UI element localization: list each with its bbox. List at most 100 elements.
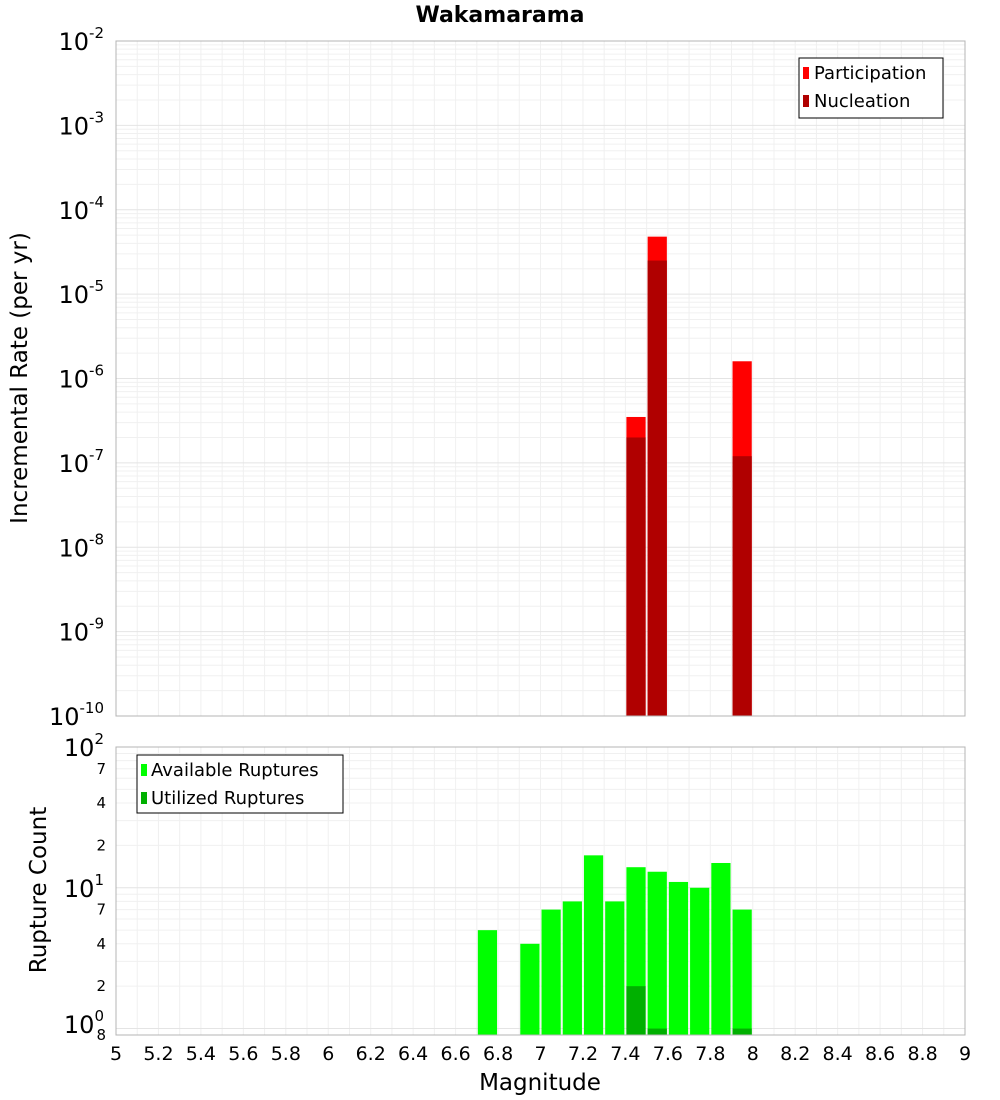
y-tick-exponent: -10 — [80, 699, 105, 717]
available-ruptures-bar — [562, 901, 582, 1035]
top-legend: Participation Nucleation — [798, 57, 944, 119]
available-ruptures-bar — [732, 909, 752, 1035]
nucleation-bar — [626, 437, 646, 716]
y-tick-exponent: -4 — [89, 193, 104, 211]
y-tick-exponent: 2 — [94, 730, 104, 748]
top-y-tick-label: 10-3 — [58, 108, 104, 140]
y-tick-base: 10 — [58, 450, 89, 478]
top-y-tick-label: 10-2 — [58, 24, 104, 56]
y-tick-exponent: -8 — [89, 530, 104, 548]
y-tick-exponent: 0 — [94, 1007, 104, 1025]
y-tick-base: 10 — [58, 112, 89, 140]
y-tick-base: 10 — [64, 734, 95, 762]
available-ruptures-bar — [477, 930, 498, 1035]
utilized-ruptures-bar — [732, 1028, 752, 1035]
x-tick-label: 5.8 — [271, 1043, 301, 1065]
x-tick-label: 6.8 — [483, 1043, 513, 1065]
x-ticks: 5 5.2 5.4 5.6 5.8 6 6.2 6.4 6.6 6.8 7 7.2 7.4 7.6 7.8 8… — [110, 1043, 971, 1065]
y-tick-base: 10 — [58, 534, 89, 562]
top-plot-border — [115, 40, 966, 717]
available-ruptures-bar — [605, 901, 625, 1035]
bottom-y-minor-tick-label: 7 — [96, 760, 106, 778]
bottom-plot-border — [115, 746, 966, 1036]
chart-title: Wakamarama — [415, 3, 584, 28]
y-tick-base: 10 — [58, 197, 89, 225]
bottom-y-tick-label: 101 — [64, 871, 104, 903]
nucleation-bar — [732, 456, 752, 716]
x-tick-label: 6.4 — [398, 1043, 428, 1065]
x-tick-label: 5.4 — [186, 1043, 216, 1065]
x-tick-label: 7.8 — [695, 1043, 725, 1065]
top-y-ticks: 10-210-310-410-510-610-710-810-910-10 — [49, 24, 104, 731]
y-tick-exponent: -5 — [89, 277, 104, 295]
x-tick-label: 5.2 — [143, 1043, 173, 1065]
available-ruptures-bar — [583, 855, 604, 1035]
top-y-tick-label: 10-10 — [49, 699, 104, 731]
legend-swatch — [803, 95, 809, 107]
y-tick-base: 10 — [58, 619, 89, 647]
bottom-y-tick-label: 100 — [64, 1007, 104, 1039]
available-ruptures-bar — [711, 862, 731, 1035]
x-tick-label: 7.6 — [653, 1043, 683, 1065]
x-tick-label: 8.4 — [823, 1043, 853, 1065]
bottom-bars — [477, 855, 752, 1035]
legend-swatch — [141, 764, 147, 776]
available-ruptures-bar — [541, 909, 561, 1035]
y-tick-base: 10 — [58, 366, 89, 394]
utilized-ruptures-bar — [647, 1028, 667, 1035]
top-bars — [626, 236, 752, 716]
bottom-y-axis-label: Rupture Count — [26, 807, 52, 973]
x-tick-label: 8 — [747, 1043, 759, 1065]
y-tick-exponent: -9 — [89, 615, 104, 633]
bottom-y-tick-label: 102 — [64, 730, 104, 762]
legend-label: Available Ruptures — [151, 760, 319, 781]
x-tick-label: 7.4 — [610, 1043, 640, 1065]
top-legend-box — [798, 57, 944, 119]
top-y-axis-label: Incremental Rate (per yr) — [7, 232, 33, 524]
y-tick-base: 10 — [64, 875, 95, 903]
available-ruptures-bar — [668, 881, 689, 1035]
bottom-y-minor-tick-label: 8 — [96, 1026, 106, 1044]
bottom-legend: Available Ruptures Utilized Ruptures — [136, 754, 344, 814]
x-tick-label: 6.6 — [440, 1043, 470, 1065]
y-tick-exponent: -7 — [89, 446, 104, 464]
top-y-tick-label: 10-4 — [58, 193, 104, 225]
bottom-y-minor-tick-label: 7 — [96, 901, 106, 919]
legend-label: Participation — [814, 63, 926, 84]
y-tick-base: 10 — [49, 703, 80, 731]
x-tick-label: 5.6 — [228, 1043, 258, 1065]
top-y-tick-label: 10-5 — [58, 277, 104, 309]
x-tick-label: 6.2 — [356, 1043, 386, 1065]
available-ruptures-bar — [520, 943, 540, 1035]
x-tick-label: 8.8 — [907, 1043, 937, 1065]
legend-swatch — [141, 792, 147, 804]
top-y-tick-label: 10-9 — [58, 615, 104, 647]
y-tick-exponent: 1 — [94, 871, 104, 889]
available-ruptures-bar — [690, 887, 710, 1035]
available-ruptures-bar — [647, 871, 667, 1035]
legend-swatch — [803, 67, 809, 79]
legend-label: Nucleation — [814, 91, 910, 112]
y-tick-base: 10 — [58, 281, 89, 309]
x-axis-label: Magnitude — [479, 1070, 601, 1096]
x-tick-label: 5 — [110, 1043, 122, 1065]
y-tick-exponent: -2 — [89, 24, 104, 42]
x-tick-label: 8.6 — [865, 1043, 895, 1065]
legend-label: Utilized Ruptures — [151, 788, 304, 809]
bottom-y-minor-tick-label: 4 — [96, 935, 106, 953]
y-tick-exponent: -3 — [89, 108, 104, 126]
bottom-y-minor-tick-label: 2 — [96, 836, 106, 854]
top-grid — [115, 40, 966, 717]
x-tick-label: 7 — [534, 1043, 546, 1065]
bottom-y-minor-tick-label: 4 — [96, 794, 106, 812]
x-tick-label: 8.2 — [780, 1043, 810, 1065]
nucleation-bar — [647, 260, 667, 716]
top-y-tick-label: 10-7 — [58, 446, 104, 478]
utilized-ruptures-bar — [626, 986, 646, 1035]
x-tick-label: 7.2 — [568, 1043, 598, 1065]
y-tick-exponent: -6 — [89, 362, 104, 380]
x-tick-label: 6 — [322, 1043, 334, 1065]
